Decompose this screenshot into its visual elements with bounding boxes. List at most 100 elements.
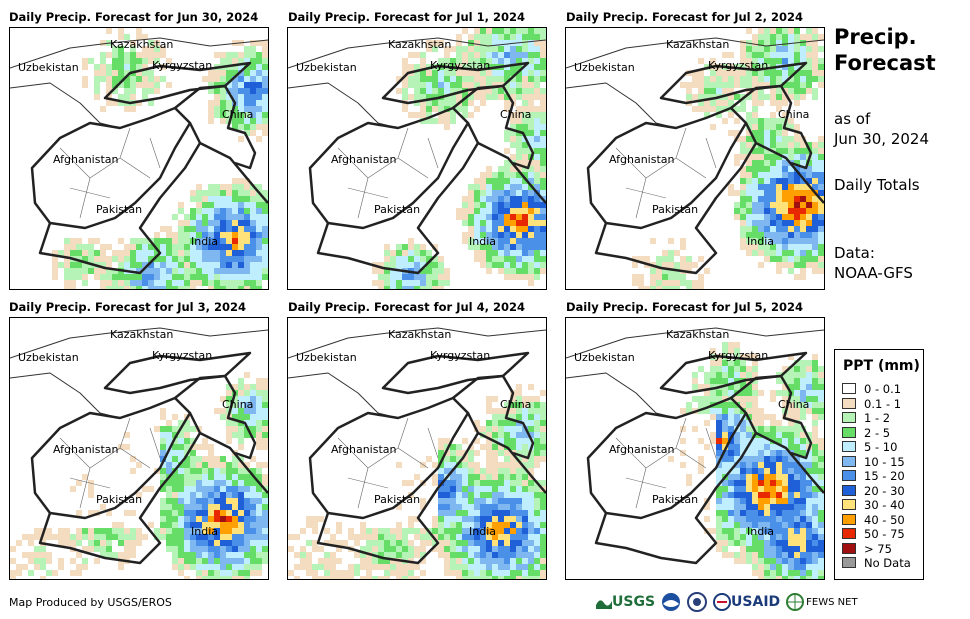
legend-label: 0.1 - 1 [864,396,902,411]
forecast-map: Kazakhstan Uzbekistan Kyrgyzstan China Afgha… [9,27,269,290]
afghanistan-border [586,106,748,230]
uzbekistan-border [566,372,677,419]
usaid-logo-text: USAID [731,594,781,610]
country-label-uzbekistan: Uzbekistan [296,351,357,364]
panel-title: Daily Precip. Forecast for Jul 5, 2024 [566,300,804,314]
legend-label: 1 - 2 [864,411,891,425]
legend-swatch [842,557,856,568]
province-lines [615,417,717,509]
title-line: Precip. [834,25,917,49]
country-label-uzbekistan: Uzbekistan [574,61,635,74]
panel-title: Daily Precip. Forecast for Jul 4, 2024 [288,300,526,314]
country-label-china: China [500,398,532,411]
country-label-india: India [469,235,496,248]
india-north-border [199,141,268,204]
legend-swatch [842,397,856,409]
forecast-map: Kazakhstan Uzbekistan Kyrgyzstan China Afgha… [287,27,547,290]
legend-label: 50 - 75 [864,527,905,541]
legend-item: 40 - 50 [842,513,905,527]
country-label-afghanistan: Afghanistan [53,153,119,166]
precip-map-svg [10,327,268,579]
country-label-afghanistan: Afghanistan [331,443,397,456]
country-label-afghanistan: Afghanistan [609,153,675,166]
usaid-logo: USAID [713,593,780,611]
kyrgyzstan-border [103,61,252,105]
country-label-afghanistan: Afghanistan [331,153,397,166]
legend-swatch [842,412,856,423]
country-label-uzbekistan: Uzbekistan [18,61,79,74]
usgs-logo-text: USGS [612,594,656,610]
country-label-kazakhstan: Kazakhstan [110,38,174,51]
forecast-title: Precip. Forecast [834,24,936,76]
legend-item: 30 - 40 [842,498,905,512]
province-lines [59,417,161,509]
india-north-border [199,431,268,494]
country-label-china: China [500,108,532,121]
china-india-border [730,84,813,170]
legend-swatch [842,455,856,467]
panel-title: Daily Precip. Forecast for Jul 1, 2024 [288,10,526,24]
province-lines [615,127,717,219]
country-label-uzbekistan: Uzbekistan [574,351,635,364]
legend-label: 40 - 50 [864,512,905,527]
precip-map-svg [566,327,824,579]
legend-swatch [842,499,856,510]
legend-item: 0.1 - 1 [842,397,901,411]
data-source-label: Data: [834,244,875,262]
country-label-india: India [191,235,218,248]
legend-label: 0 - 0.1 [864,382,902,396]
kyrgyzstan-border [659,351,808,395]
legend-label: 30 - 40 [864,498,905,512]
data-source: Data: NOAA-GFS [834,243,913,283]
uzbekistan-border [288,372,399,419]
country-label-kyrgyzstan: Kyrgyzstan [430,349,491,362]
country-label-afghanistan: Afghanistan [609,443,675,456]
province-lines [337,127,439,219]
forecast-map: Kazakhstan Uzbekistan Kyrgyzstan China Afgha… [287,317,547,580]
afghanistan-border [30,106,192,230]
precip-map-svg [288,28,546,289]
legend-swatch [842,542,856,554]
province-lines [337,417,439,509]
legend-item: 1 - 2 [842,411,890,425]
usgs-logo: USGS [596,594,655,610]
as-of-value: Jun 30, 2024 [834,130,930,148]
precip-grid [10,372,268,579]
country-label-pakistan: Pakistan [652,203,699,216]
afghanistan-border [586,396,748,520]
china-india-border [452,374,535,460]
precip-map-svg [10,28,268,289]
legend-label: 2 - 5 [864,425,891,440]
china-india-border [174,84,257,170]
pakistan-border [594,412,758,565]
forecast-map: Kazakhstan Uzbekistan Kyrgyzstan China Afgha… [565,317,825,580]
kazakhstan-border [288,327,546,359]
country-label-pakistan: Pakistan [96,203,143,216]
china-india-border [174,374,257,460]
legend-label: 20 - 30 [864,483,905,498]
india-north-border [755,431,824,494]
country-label-india: India [747,525,774,538]
logo-strip: USGS USAID FEWS NET [596,590,858,614]
legend-label: 5 - 10 [864,440,898,454]
country-label-kyrgyzstan: Kyrgyzstan [430,59,491,72]
country-label-china: China [222,108,254,121]
kyrgyzstan-border [659,61,808,105]
legend-item: No Data [842,556,911,570]
legend-swatch [842,426,856,438]
legend-swatch [842,470,856,481]
totals-text: Daily Totals [834,176,920,194]
panel-title: Daily Precip. Forecast for Jun 30, 2024 [9,10,259,24]
precip-grid [52,28,268,289]
country-label-pakistan: Pakistan [652,493,699,506]
as-of-label: as of [834,110,871,128]
kyrgyzstan-border [381,351,530,395]
legend-item: 5 - 10 [842,440,897,454]
legend-item: 2 - 5 [842,426,890,440]
country-label-kazakhstan: Kazakhstan [666,38,730,51]
legend-title: PPT (mm) [843,358,920,374]
uzbekistan-border [566,82,677,129]
country-label-afghanistan: Afghanistan [53,443,119,456]
legend-swatch [842,513,856,525]
legend-swatch [842,441,856,452]
